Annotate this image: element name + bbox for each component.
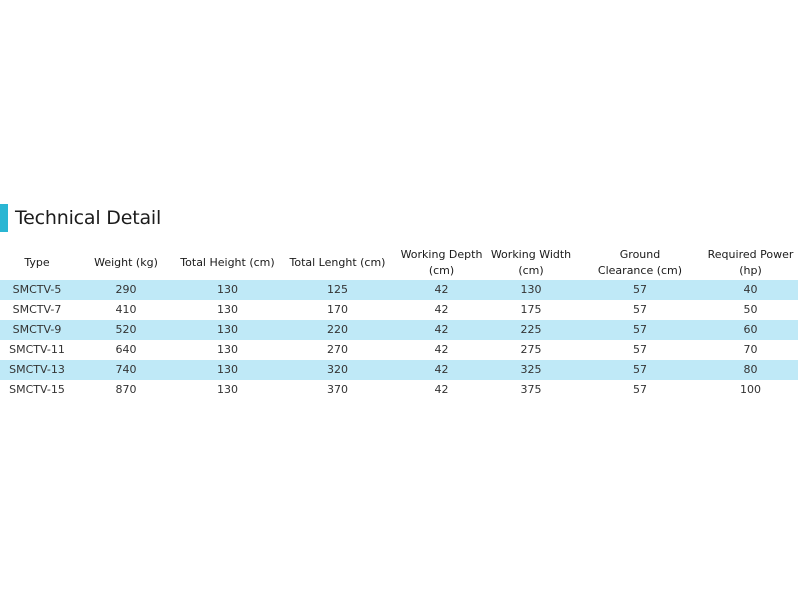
column-header-label: Required Power [707,248,794,261]
cell-type: SMCTV-15 [0,380,74,400]
column-header-working-width: Working Width (cm) [485,246,577,280]
technical-detail-table: Type Weight (kg) Total Height (cm) Total… [0,246,798,400]
column-header-label: Type [24,256,50,269]
cell-type: SMCTV-5 [0,280,74,300]
cell-working-depth: 42 [398,380,485,400]
table-row: SMCTV-11 640 130 270 42 275 57 70 [0,340,798,360]
column-header-label: Total Height (cm) [180,256,275,269]
cell-required-power: 60 [703,320,798,340]
cell-working-depth: 42 [398,360,485,380]
column-header-required-power: Required Power (hp) [703,246,798,280]
cell-weight: 740 [74,360,178,380]
cell-weight: 520 [74,320,178,340]
column-header-label: Ground [619,248,661,261]
cell-type: SMCTV-9 [0,320,74,340]
table-row: SMCTV-13 740 130 320 42 325 57 80 [0,360,798,380]
cell-total-height: 130 [178,280,277,300]
cell-total-length: 270 [277,340,398,360]
section-title: Technical Detail [15,207,162,229]
cell-total-height: 130 [178,340,277,360]
table-row: SMCTV-5 290 130 125 42 130 57 40 [0,280,798,300]
cell-total-length: 220 [277,320,398,340]
column-header-ground-clearance: Ground Clearance (cm) [577,246,703,280]
cell-type: SMCTV-7 [0,300,74,320]
section-header: Technical Detail [0,203,800,233]
cell-working-depth: 42 [398,280,485,300]
column-header-working-depth: Working Depth (cm) [398,246,485,280]
column-header-type: Type [0,246,74,280]
cell-weight: 640 [74,340,178,360]
cell-required-power: 40 [703,280,798,300]
cell-ground-clearance: 57 [577,320,703,340]
cell-ground-clearance: 57 [577,300,703,320]
cell-working-depth: 42 [398,300,485,320]
cell-ground-clearance: 57 [577,380,703,400]
cell-type: SMCTV-11 [0,340,74,360]
cell-weight: 410 [74,300,178,320]
cell-ground-clearance: 57 [577,360,703,380]
cell-total-length: 320 [277,360,398,380]
cell-working-depth: 42 [398,340,485,360]
cell-total-height: 130 [178,320,277,340]
title-accent-bar [0,204,8,232]
column-header-label: Total Lenght (cm) [289,256,386,269]
cell-total-height: 130 [178,380,277,400]
column-header-total-length: Total Lenght (cm) [277,246,398,280]
cell-required-power: 100 [703,380,798,400]
column-header-label: Working Depth [400,248,483,261]
table-row: SMCTV-15 870 130 370 42 375 57 100 [0,380,798,400]
cell-total-height: 130 [178,360,277,380]
cell-working-width: 375 [485,380,577,400]
cell-required-power: 70 [703,340,798,360]
cell-working-width: 275 [485,340,577,360]
cell-working-depth: 42 [398,320,485,340]
column-header-label: Weight (kg) [94,256,158,269]
table-row: SMCTV-7 410 130 170 42 175 57 50 [0,300,798,320]
table-header-row: Type Weight (kg) Total Height (cm) Total… [0,246,798,280]
cell-working-width: 225 [485,320,577,340]
cell-weight: 870 [74,380,178,400]
cell-required-power: 50 [703,300,798,320]
cell-ground-clearance: 57 [577,280,703,300]
cell-working-width: 130 [485,280,577,300]
column-header-label: Working Width [490,248,572,261]
column-header-weight: Weight (kg) [74,246,178,280]
cell-total-length: 370 [277,380,398,400]
cell-weight: 290 [74,280,178,300]
column-header-unit: (cm) [428,264,455,277]
column-header-unit: (cm) [518,264,544,277]
column-header-unit: (hp) [739,264,762,277]
table-row: SMCTV-9 520 130 220 42 225 57 60 [0,320,798,340]
cell-total-length: 125 [277,280,398,300]
cell-working-width: 175 [485,300,577,320]
cell-working-width: 325 [485,360,577,380]
cell-total-length: 170 [277,300,398,320]
cell-required-power: 80 [703,360,798,380]
column-header-unit: Clearance (cm) [597,264,683,277]
column-header-total-height: Total Height (cm) [178,246,277,280]
cell-type: SMCTV-13 [0,360,74,380]
cell-total-height: 130 [178,300,277,320]
technical-detail-section: Technical Detail Type Weight (kg) Total … [0,203,800,400]
cell-ground-clearance: 57 [577,340,703,360]
